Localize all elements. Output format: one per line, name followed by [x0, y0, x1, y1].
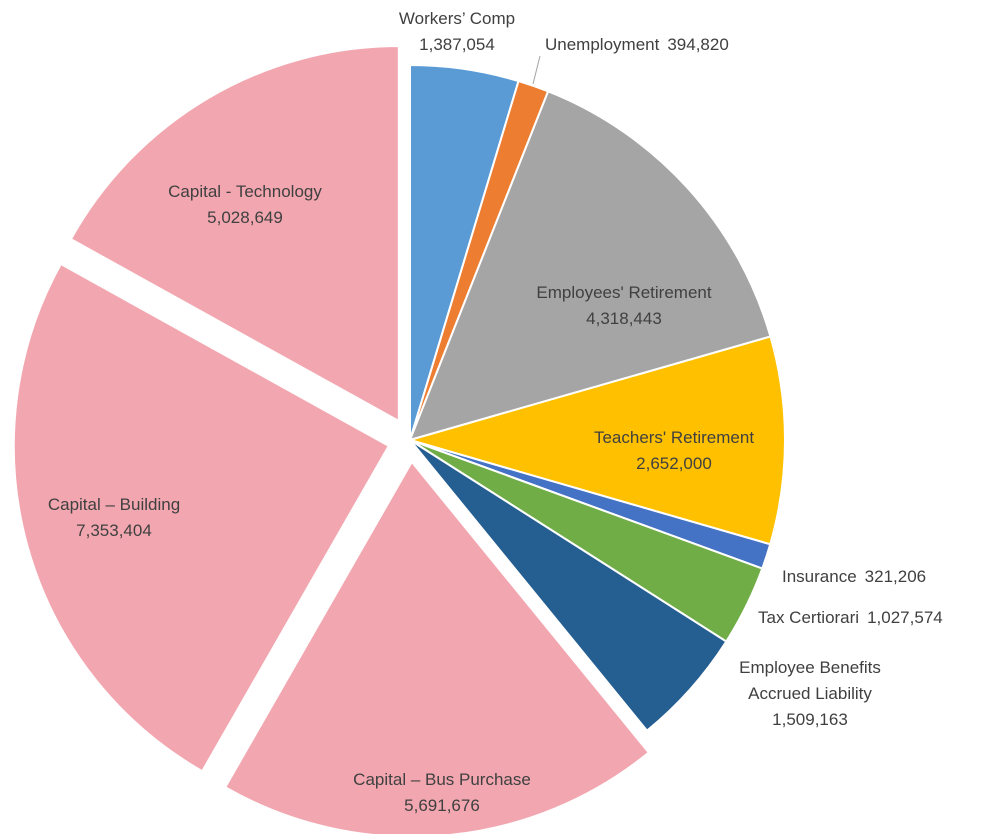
data-label: Capital - Technology 5,028,649	[168, 179, 322, 231]
pie-slice	[408, 90, 772, 442]
label-value: 1,387,054	[419, 35, 495, 54]
data-label: Insurance 321,206	[782, 564, 926, 590]
label-name: Capital – Bus Purchase	[353, 770, 531, 789]
data-label: Tax Certiorari 1,027,574	[758, 605, 943, 631]
label-value: 7,353,404	[76, 521, 152, 540]
pie-slice	[69, 45, 400, 423]
data-label: Employee Benefits Accrued Liability 1,509…	[730, 655, 890, 733]
pie-slice	[409, 439, 728, 733]
label-name: Insurance	[782, 567, 857, 586]
label-value: 1,509,163	[772, 710, 848, 729]
label-value: 2,652,000	[636, 454, 712, 473]
label-name: Workers’ Comp	[398, 9, 516, 28]
leader-line	[532, 55, 541, 85]
data-label: Capital – Bus Purchase 5,691,676	[353, 767, 531, 819]
data-label: Teachers' Retirement 2,652,000	[594, 425, 754, 477]
pie-slice	[406, 335, 786, 546]
label-name: Unemployment	[545, 35, 660, 54]
label-value: 5,691,676	[404, 796, 480, 815]
data-label: Employees' Retirement 4,318,443	[536, 280, 711, 332]
label-value: 1,027,574	[867, 608, 943, 627]
pie-slice	[223, 460, 651, 834]
data-label: Unemployment 394,820	[545, 32, 729, 58]
label-name: Capital - Technology	[168, 182, 322, 201]
label-name: Teachers' Retirement	[593, 428, 755, 447]
pie-slice	[12, 262, 391, 773]
label-name: Employee Benefits Accrued Liability	[739, 658, 881, 703]
data-label: Workers’ Comp 1,387,054	[399, 6, 515, 58]
label-value: 5,028,649	[207, 208, 283, 227]
data-label: Capital – Building 7,353,404	[48, 492, 180, 544]
label-value: 4,318,443	[586, 309, 662, 328]
label-name: Tax Certiorari	[758, 608, 860, 627]
label-value: 394,820	[667, 35, 729, 54]
label-value: 321,206	[864, 567, 927, 586]
label-name: Employees' Retirement	[536, 283, 712, 302]
label-name: Capital – Building	[47, 495, 181, 514]
